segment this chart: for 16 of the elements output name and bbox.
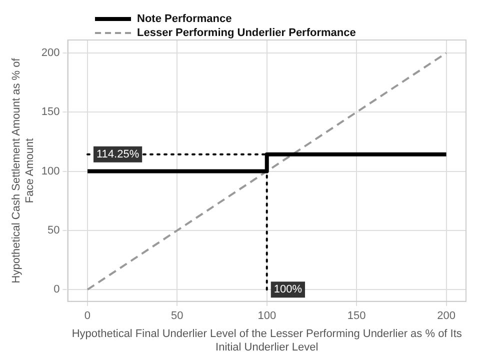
y-tick-label: 200 [41, 47, 60, 60]
y-tick-label: 0 [54, 284, 60, 296]
y-tick-label: 150 [41, 106, 60, 118]
x-axis-title: Hypothetical Final Underlier Level of the Lesser Performing Underlier as % of Its Initial Underlier Level [72, 328, 462, 354]
legend-label: Note Performance [137, 13, 232, 25]
ref-line-label: 100% [274, 284, 302, 296]
y-tick-label: 50 [48, 224, 60, 236]
x-tick-label: 100 [258, 310, 276, 322]
x-tick-label: 200 [437, 310, 456, 322]
x-tick-label: 150 [347, 310, 366, 322]
y-axis-title: Hypothetical Cash Settlement Amount as % of Face Amount [10, 57, 36, 284]
x-tick-label: 50 [171, 310, 184, 322]
legend-label: Lesser Performing Underlier Performance [137, 27, 356, 39]
x-tick-label: 0 [84, 310, 91, 322]
y-tick-label: 100 [41, 165, 60, 178]
ref-line-label: 114.25% [96, 148, 140, 160]
